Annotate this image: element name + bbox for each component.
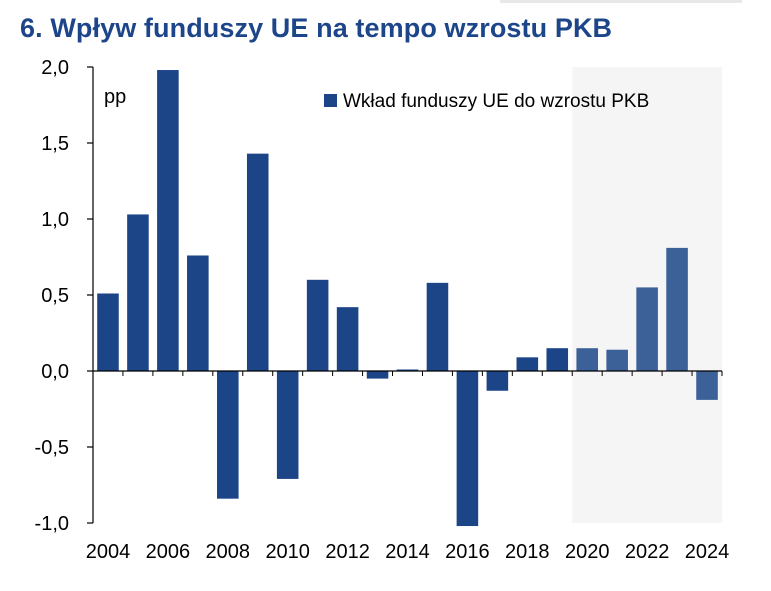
y-tick-label: 0,5 — [41, 285, 69, 307]
legend-label: Wkład funduszy UE do wzrostu PKB — [343, 91, 649, 112]
y-tick-label: 0,0 — [41, 361, 69, 383]
bar-2018 — [516, 357, 539, 371]
x-tick-label: 2022 — [625, 541, 670, 563]
x-tick-label: 2018 — [505, 541, 550, 563]
x-tick-label: 2020 — [565, 541, 610, 563]
y-tick-label: 2,0 — [41, 57, 69, 79]
bar-2015 — [426, 282, 449, 371]
top-divider — [500, 0, 742, 3]
bar-2023 — [666, 247, 688, 371]
y-tick-label: 1,5 — [41, 133, 69, 155]
bar-2012 — [336, 307, 359, 371]
bar-2019 — [546, 348, 569, 371]
x-tick-label: 2010 — [265, 541, 310, 563]
bar-2008 — [217, 371, 239, 499]
x-tick-label: 2012 — [325, 541, 370, 563]
chart-title: 6. Wpływ funduszy UE na tempo wzrostu PK… — [20, 13, 613, 43]
bar-2004 — [97, 293, 119, 371]
x-tick-label: 2006 — [146, 541, 191, 563]
y-tick-label: -0,5 — [35, 437, 69, 459]
bar-2006 — [157, 70, 179, 371]
bar-2020 — [576, 348, 598, 371]
bar-2010 — [276, 371, 299, 479]
bar-2021 — [606, 349, 628, 371]
x-tick-label: 2004 — [86, 541, 131, 563]
legend-swatch — [324, 94, 337, 107]
y-tick-label: -1,0 — [35, 513, 69, 535]
bar-2016 — [456, 371, 479, 527]
bar-2013 — [366, 371, 389, 379]
y-unit-label: pp — [104, 86, 126, 108]
x-tick-label: 2014 — [385, 541, 430, 563]
bar-2007 — [187, 255, 209, 371]
y-tick-label: 1,0 — [41, 209, 69, 231]
bar-2024 — [696, 371, 718, 400]
bar-2017 — [486, 371, 509, 391]
x-tick-label: 2008 — [206, 541, 251, 563]
bar-2011 — [306, 279, 329, 371]
bar-2009 — [246, 153, 269, 371]
x-tick-label: 2024 — [685, 541, 730, 563]
bar-2005 — [127, 214, 149, 371]
bar-2014 — [396, 369, 419, 371]
bar-2022 — [636, 287, 658, 371]
x-tick-label: 2016 — [445, 541, 490, 563]
